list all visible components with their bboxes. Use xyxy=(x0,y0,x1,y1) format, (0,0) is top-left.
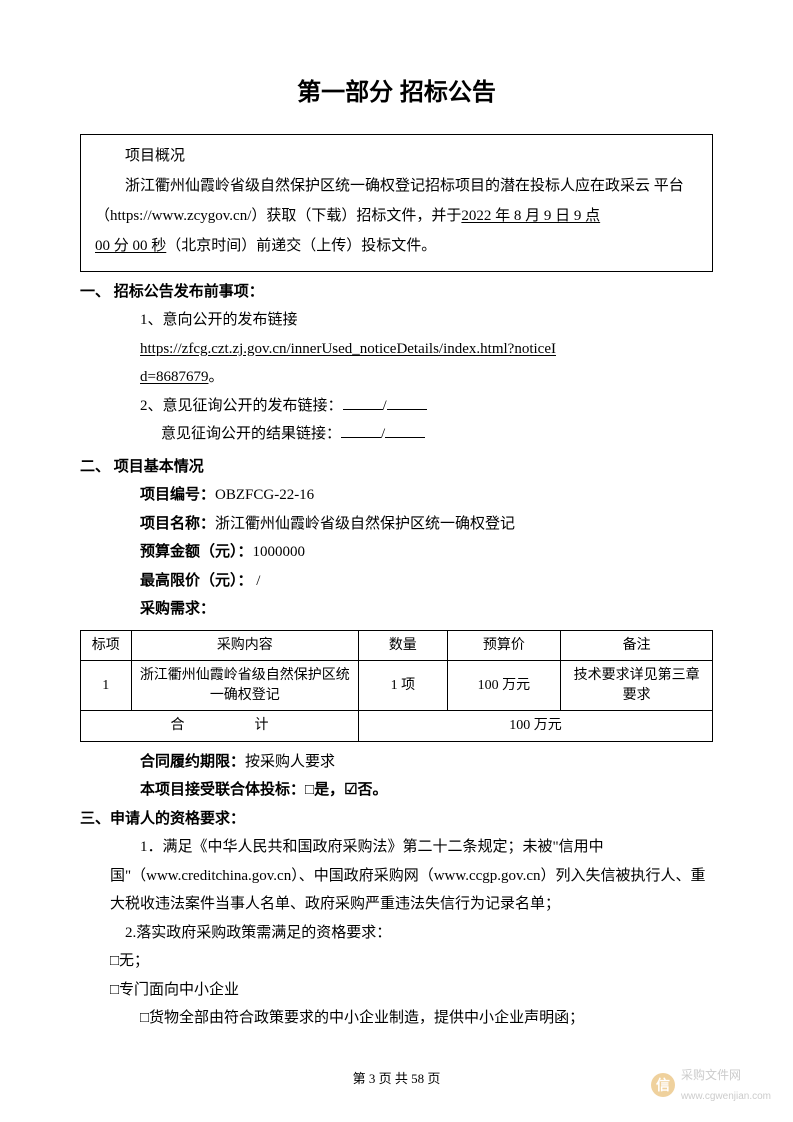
overview-heading: 项目概况 xyxy=(95,141,698,171)
th-0: 标项 xyxy=(81,630,132,661)
th-4: 备注 xyxy=(561,630,713,661)
joint-prefix: 本项目接受联合体投标： xyxy=(140,782,305,798)
td-0-0: 1 xyxy=(81,661,132,711)
td-0-2: 1 项 xyxy=(359,661,447,711)
blank-1 xyxy=(343,393,383,410)
blank-3 xyxy=(341,422,381,439)
total-value: 100 万元 xyxy=(359,711,713,742)
maxprice-label: 最高限价（元）： xyxy=(140,573,253,589)
watermark-text2: www.cgwenjian.com xyxy=(681,1087,771,1106)
section1-item2: 2、意见征询公开的发布链接：/ xyxy=(140,392,713,421)
section3-header: 三、申请人的资格要求： xyxy=(80,805,713,834)
overview-body: 浙江衢州仙霞岭省级自然保护区统一确权登记招标项目的潜在投标人应在政采云 平台（h… xyxy=(95,171,698,261)
td-0-3: 100 万元 xyxy=(447,661,561,711)
overview-tail: （北京时间）前递交（上传）投标文件。 xyxy=(166,238,436,254)
overview-line1: 浙江衢州仙霞岭省级自然保护区统一确权登记招标项目的潜在投标人应在政采云 xyxy=(95,171,650,201)
section1-item1-link-b: d=8687679 xyxy=(140,369,208,385)
maxprice-value: / xyxy=(253,573,261,589)
contract-value: 按采购人要求 xyxy=(245,754,335,770)
watermark-text1: 采购文件网 xyxy=(681,1064,771,1087)
contract-label: 合同履约期限： xyxy=(140,754,245,770)
budget-row: 预算金额（元）：1000000 xyxy=(140,538,713,567)
section3-p1: 1．满足《中华人民共和国政府采购法》第二十二条规定；未被"信用中国"（www.c… xyxy=(110,833,713,919)
overview-deadline: 2022 年 8 月 9 日 9 点 xyxy=(461,208,600,224)
joint-no: ☑否。 xyxy=(344,782,387,798)
project-number-label: 项目编号： xyxy=(140,487,215,503)
table-header-row: 标项 采购内容 数量 预算价 备注 xyxy=(81,630,713,661)
section1-item2b: 意见征询公开的结果链接：/ xyxy=(161,420,713,449)
section1-item2b-label: 意见征询公开的结果链接： xyxy=(161,426,341,442)
maxprice-row: 最高限价（元）： / xyxy=(140,567,713,596)
opt-none: □无； xyxy=(110,947,713,976)
th-3: 预算价 xyxy=(447,630,561,661)
opt-sme: □专门面向中小企业 xyxy=(110,976,713,1005)
joint-bid-row: 本项目接受联合体投标：□是，☑否。 xyxy=(140,776,713,805)
overview-deadline2: 00 分 00 秒 xyxy=(95,238,166,254)
section1-item1-link-a: https://zfcg.czt.zj.gov.cn/innerUsed_not… xyxy=(140,335,713,364)
section1-item2-label: 2、意见征询公开的发布链接： xyxy=(140,398,343,414)
section2-header: 二、 项目基本情况 xyxy=(80,453,713,482)
page-title: 第一部分 招标公告 xyxy=(80,70,713,116)
budget-label: 预算金额（元）： xyxy=(140,544,253,560)
joint-yes: □是， xyxy=(305,782,344,798)
td-0-4: 技术要求详见第三章要求 xyxy=(561,661,713,711)
table-row: 1 浙江衢州仙霞岭省级自然保护区统一确权登记 1 项 100 万元 技术要求详见… xyxy=(81,661,713,711)
opt-goods: □货物全部由符合政策要求的中小企业制造，提供中小企业声明函； xyxy=(140,1004,713,1033)
project-number-value: OBZFCG-22-16 xyxy=(215,487,314,503)
td-0-1: 浙江衢州仙霞岭省级自然保护区统一确权登记 xyxy=(131,661,359,711)
procurement-table: 标项 采购内容 数量 预算价 备注 1 浙江衢州仙霞岭省级自然保护区统一确权登记… xyxy=(80,630,713,742)
total-label: 合 计 xyxy=(81,711,359,742)
demand-row: 采购需求： xyxy=(140,595,713,624)
section1-item1-end: 。 xyxy=(208,369,223,385)
section3-p2: 2.落实政府采购政策需满足的资格要求： xyxy=(110,919,713,948)
watermark: 信 采购文件网 www.cgwenjian.com xyxy=(651,1064,771,1106)
project-name-row: 项目名称：浙江衢州仙霞岭省级自然保护区统一确权登记 xyxy=(140,510,713,539)
watermark-badge-icon: 信 xyxy=(651,1073,675,1097)
th-1: 采购内容 xyxy=(131,630,359,661)
blank-2 xyxy=(387,393,427,410)
watermark-text: 采购文件网 www.cgwenjian.com xyxy=(681,1064,771,1106)
demand-label: 采购需求： xyxy=(140,601,215,617)
section1-header: 一、 招标公告发布前事项： xyxy=(80,278,713,307)
project-name-label: 项目名称： xyxy=(140,516,215,532)
th-2: 数量 xyxy=(359,630,447,661)
overview-box: 项目概况 浙江衢州仙霞岭省级自然保护区统一确权登记招标项目的潜在投标人应在政采云… xyxy=(80,134,713,272)
section1-item1-link-b-wrap: d=8687679。 xyxy=(140,363,713,392)
section1-item1-label: 1、意向公开的发布链接 xyxy=(140,306,713,335)
budget-value: 1000000 xyxy=(253,544,306,560)
blank-4 xyxy=(385,422,425,439)
project-number-row: 项目编号：OBZFCG-22-16 xyxy=(140,481,713,510)
table-total-row: 合 计 100 万元 xyxy=(81,711,713,742)
contract-row: 合同履约期限：按采购人要求 xyxy=(140,748,713,777)
project-name-value: 浙江衢州仙霞岭省级自然保护区统一确权登记 xyxy=(215,516,515,532)
